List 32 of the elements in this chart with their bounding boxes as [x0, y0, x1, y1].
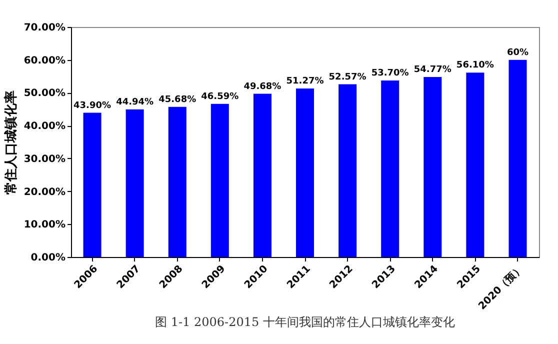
- bar: [508, 60, 527, 257]
- y-tick-label: 40.00%: [24, 121, 66, 132]
- data-label: 51.27%: [286, 76, 324, 87]
- data-label: 43.90%: [74, 100, 112, 111]
- bar: [210, 104, 229, 257]
- data-label: 44.94%: [116, 97, 154, 108]
- y-axis-title: 常住人口城镇化率: [2, 90, 19, 194]
- bar: [466, 72, 484, 257]
- bar: [338, 84, 357, 257]
- data-label: 46.59%: [201, 92, 239, 102]
- y-tick-label: 0.00%: [30, 252, 66, 264]
- data-label: 53.70%: [371, 68, 409, 79]
- y-tick-label: 20.00%: [24, 186, 66, 198]
- data-label: 49.68%: [244, 82, 282, 92]
- data-label: 56.10%: [456, 60, 494, 71]
- y-tick-label: 30.00%: [24, 154, 66, 165]
- caption: 图 1-1 2006-2015 十年间我国的常住人口城镇化率变化: [155, 314, 455, 329]
- bar: [424, 77, 442, 257]
- bar: [253, 94, 272, 257]
- y-tick-label: 70.00%: [24, 22, 66, 34]
- bar: [126, 109, 144, 257]
- data-label: 45.68%: [158, 94, 196, 105]
- y-tick-label: 10.00%: [24, 220, 66, 231]
- data-label: 52.57%: [328, 72, 366, 82]
- bar: [296, 88, 314, 257]
- bar: [168, 106, 186, 257]
- data-label: 60%: [506, 48, 528, 58]
- data-label: 54.77%: [414, 65, 452, 76]
- y-tick-label: 60.00%: [24, 55, 66, 66]
- y-tick-label: 50.00%: [24, 88, 66, 100]
- bar: [381, 80, 400, 257]
- bar: [83, 112, 102, 257]
